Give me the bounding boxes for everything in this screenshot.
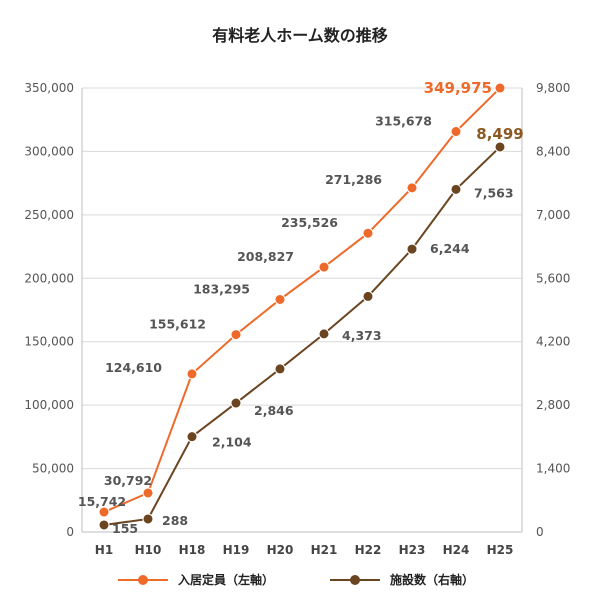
right-axis-tick-label: 1,400 [536,462,570,476]
right-axis-tick-label: 0 [536,525,544,539]
x-axis-tick-label: H19 [223,543,250,557]
data-label-facilities: 8,499 [476,125,523,143]
right-axis-tick-label: 5,600 [536,271,570,285]
data-point-capacity [186,368,198,380]
x-axis-tick-label: H22 [355,543,382,557]
data-point-capacity [274,293,286,305]
data-point-capacity [318,261,330,273]
data-label-facilities: 2,104 [212,435,252,450]
data-label-capacity: 183,295 [193,281,250,296]
x-axis-tick-label: H21 [311,543,338,557]
x-axis-tick-label: H24 [443,543,470,557]
data-label-facilities: 6,244 [430,241,470,256]
data-label-facilities: 155 [112,521,138,536]
left-axis-tick-label: 0 [66,525,74,539]
right-axis-tick-label: 8,400 [536,144,570,158]
chart-title: 有料老人ホーム数の推移 [212,26,388,45]
x-axis-tick-label: H1 [95,543,113,557]
data-label-capacity: 235,526 [281,215,338,230]
legend-facilities: 施設数（右軸） [330,572,474,587]
x-axis-tick-label: H25 [487,543,514,557]
data-point-facilities [142,513,154,525]
data-label-capacity: 30,792 [104,473,152,488]
left-axis-tick-label: 150,000 [24,335,74,349]
data-point-facilities [362,290,374,302]
data-point-capacity [362,227,374,239]
left-axis-tick-label: 350,000 [24,81,74,95]
data-point-capacity [98,506,110,518]
series-line-facilities [103,146,501,526]
data-label-capacity: 124,610 [105,360,162,375]
left-axis-tick-label: 100,000 [24,398,74,412]
data-point-capacity [406,182,418,194]
left-axis-tick-label: 200,000 [24,271,74,285]
data-point-capacity [142,487,154,499]
data-label-capacity: 349,975 [424,79,492,97]
x-axis-tick-label: H18 [179,543,206,557]
legend-marker [350,575,360,585]
data-label-facilities: 4,373 [342,328,382,343]
right-axis-tick-label: 4,200 [536,335,570,349]
data-point-capacity [494,82,506,94]
data-label-capacity: 155,612 [149,317,206,332]
data-label-facilities: 2,846 [254,403,294,418]
data-label-capacity: 315,678 [375,114,432,129]
legend-label: 施設数（右軸） [390,572,474,587]
left-axis-tick-label: 300,000 [24,144,74,158]
data-point-capacity [230,329,242,341]
data-point-facilities [274,363,286,375]
data-label-capacity: 15,742 [78,494,126,509]
legend-label: 入居定員（左軸） [178,572,274,587]
legend-marker [138,575,148,585]
data-label-capacity: 208,827 [237,249,294,264]
data-label-facilities: 7,563 [474,185,514,200]
data-point-facilities [186,431,198,443]
data-label-capacity: 271,286 [325,172,382,187]
left-axis-tick-label: 50,000 [32,462,74,476]
data-point-facilities [494,141,506,153]
data-point-facilities [318,328,330,340]
data-point-facilities [98,519,110,531]
right-axis-tick-label: 2,800 [536,398,570,412]
legend-capacity: 入居定員（左軸） [118,572,274,587]
left-axis-tick-label: 250,000 [24,208,74,222]
data-point-facilities [450,183,462,195]
right-axis-tick-label: 9,800 [536,81,570,95]
data-point-facilities [406,243,418,255]
series-line-capacity [103,87,501,513]
data-label-facilities: 288 [162,513,188,528]
data-point-facilities [230,397,242,409]
x-axis-tick-label: H10 [135,543,162,557]
right-axis-tick-label: 7,000 [536,208,570,222]
x-axis-tick-label: H20 [267,543,294,557]
data-point-capacity [450,126,462,138]
x-axis-tick-label: H23 [399,543,426,557]
